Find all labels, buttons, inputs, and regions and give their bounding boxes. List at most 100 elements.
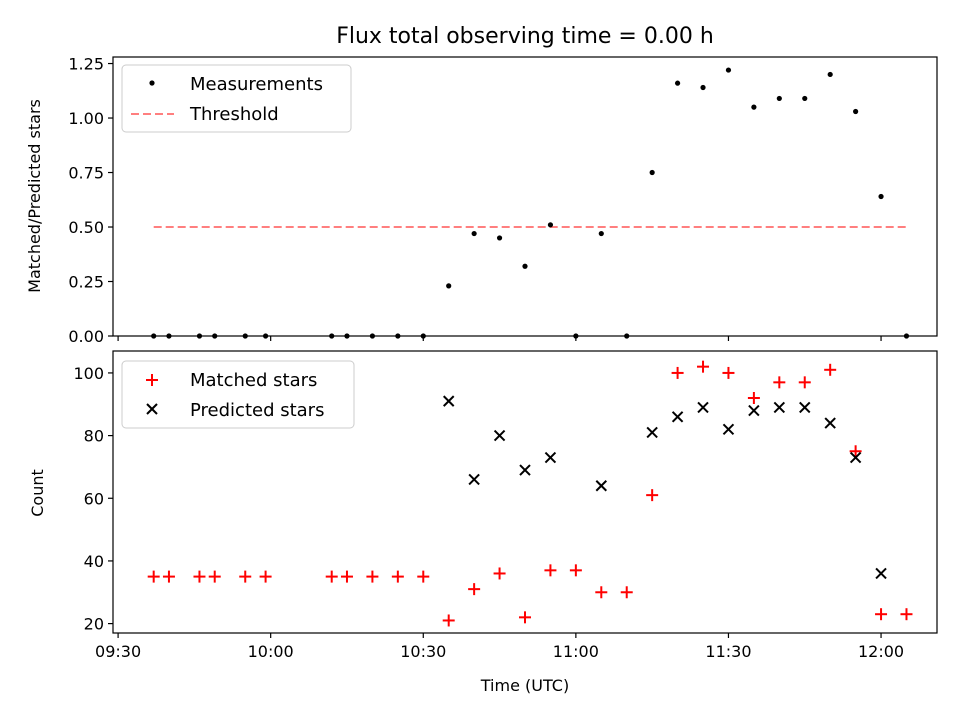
predicted-star-point	[849, 451, 862, 464]
bottom-y-axis-label: Count	[28, 469, 47, 517]
y-tick: 1.00	[68, 109, 113, 128]
legend-predicted-stars-label: Predicted stars	[190, 400, 324, 421]
y-tick: 0.75	[68, 164, 113, 183]
matched-star-point	[900, 608, 913, 621]
matched-star-point	[569, 564, 582, 577]
y-tick-label: 0.00	[68, 327, 104, 346]
matched-star-point	[442, 614, 455, 627]
y-tick: 80	[84, 427, 113, 446]
matched-star-point	[468, 583, 481, 596]
x-tick-label: 12:00	[858, 642, 904, 661]
y-tick: 40	[84, 552, 113, 571]
y-tick-label: 0.75	[68, 164, 104, 183]
matched-star-point	[697, 360, 710, 373]
top-y-axis-ticks: 0.00 0.25 0.50 0.75 1.00 1.25	[68, 55, 113, 346]
predicted-star-point	[875, 567, 887, 580]
matched-star-point	[595, 586, 608, 599]
matched-star-point	[417, 570, 430, 583]
predicted-star-point	[824, 417, 836, 429]
y-tick-label: 1.25	[68, 55, 104, 74]
y-tick: 0.00	[68, 327, 113, 346]
top-legend-box	[121, 64, 352, 133]
measurement-point	[700, 84, 706, 91]
measurement-point	[446, 283, 452, 289]
x-tick-label: 10:00	[248, 642, 294, 661]
y-tick-label: 1.00	[68, 109, 104, 128]
matched-star-point	[391, 570, 404, 583]
predicted-star-point	[773, 401, 786, 414]
matched-star-point	[747, 392, 760, 404]
top-legend: Measurements Threshold	[121, 64, 352, 133]
measurement-point	[522, 263, 528, 269]
x-axis-label: Time (UTC)	[480, 676, 569, 695]
matched-star-point	[620, 586, 633, 599]
legend-matched-stars-label: Matched stars	[190, 370, 317, 391]
legend-measurements-label: Measurements	[190, 74, 323, 95]
bottom-legend: Matched stars Predicted stars	[121, 360, 355, 429]
matched-star-point	[259, 570, 272, 583]
bottom-legend-box	[121, 360, 355, 429]
matched-star-point	[544, 564, 557, 577]
measurement-point	[496, 235, 503, 241]
x-tick-label: 11:30	[705, 642, 751, 661]
x-tick: 10:30	[400, 633, 446, 661]
predicted-star-point	[493, 429, 506, 442]
top-panel: 0.00 0.25 0.50 0.75 1.00 1.25 Matched/Predict…	[25, 55, 938, 346]
matched-star-point	[722, 366, 735, 379]
predicted-star-point	[671, 411, 684, 423]
top-y-axis-label: Matched/Predicted stars	[25, 99, 44, 293]
bottom-panel: 20 40 60 80 100 09:30 10:00 10:30 11:00 11:30 12:…	[28, 350, 938, 695]
matched-star-point	[824, 363, 837, 376]
y-tick-label: 0.50	[68, 218, 104, 237]
measurement-point	[878, 193, 884, 200]
measurement-point	[471, 230, 477, 237]
bottom-y-axis-ticks: 20 40 60 80 100	[73, 364, 113, 634]
bottom-axes-frame	[112, 350, 938, 634]
measurement-point	[853, 108, 859, 115]
bottom-plot-marks	[147, 360, 913, 627]
measurement-point	[725, 67, 732, 73]
legend-matched-stars-marker	[146, 374, 158, 386]
matched-star-point	[773, 376, 786, 389]
legend-predicted-stars-marker	[146, 403, 158, 415]
y-tick: 0.25	[68, 273, 113, 292]
x-tick: 12:00	[858, 633, 904, 661]
predicted-star-point	[468, 473, 480, 486]
matched-star-point	[147, 570, 160, 583]
legend-measurements-marker	[149, 80, 155, 86]
measurement-point	[802, 95, 808, 102]
matched-star-point	[193, 570, 206, 583]
y-tick: 100	[73, 364, 113, 383]
x-tick: 11:00	[553, 633, 599, 661]
y-tick-label: 100	[73, 364, 104, 383]
matched-star-point	[671, 366, 684, 379]
matched-star-point	[849, 445, 862, 458]
y-tick-label: 0.25	[68, 273, 104, 292]
top-axes-frame	[112, 56, 938, 337]
y-tick: 20	[84, 615, 113, 634]
chart-title: Flux total observing time = 0.00 h	[336, 24, 714, 49]
x-tick: 10:00	[248, 633, 294, 661]
x-tick: 09:30	[95, 633, 141, 661]
measurement-point	[674, 80, 681, 86]
measurement-point	[776, 95, 782, 102]
predicted-star-point	[748, 404, 760, 417]
predicted-star-point	[646, 426, 658, 439]
predicted-star-point	[799, 401, 811, 414]
bottom-x-axis-ticks: 09:30 10:00 10:30 11:00 11:30 12:00	[95, 633, 904, 661]
matched-star-point	[519, 611, 531, 624]
y-tick-label: 20	[84, 615, 104, 634]
x-tick-label: 11:00	[553, 642, 599, 661]
measurement-point	[827, 71, 833, 78]
matched-star-point	[162, 570, 175, 583]
predicted-star-point	[519, 464, 531, 476]
matched-star-point	[875, 608, 888, 621]
legend-threshold-label: Threshold	[189, 104, 279, 125]
matched-star-point	[493, 567, 506, 580]
x-tick-label: 10:30	[400, 642, 446, 661]
measurement-point	[547, 222, 554, 228]
matched-star-point	[366, 570, 379, 583]
matched-star-point	[646, 489, 659, 502]
predicted-star-point	[722, 423, 735, 436]
